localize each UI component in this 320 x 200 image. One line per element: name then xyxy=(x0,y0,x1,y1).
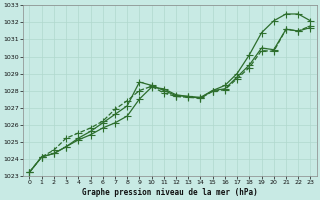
X-axis label: Graphe pression niveau de la mer (hPa): Graphe pression niveau de la mer (hPa) xyxy=(82,188,258,197)
